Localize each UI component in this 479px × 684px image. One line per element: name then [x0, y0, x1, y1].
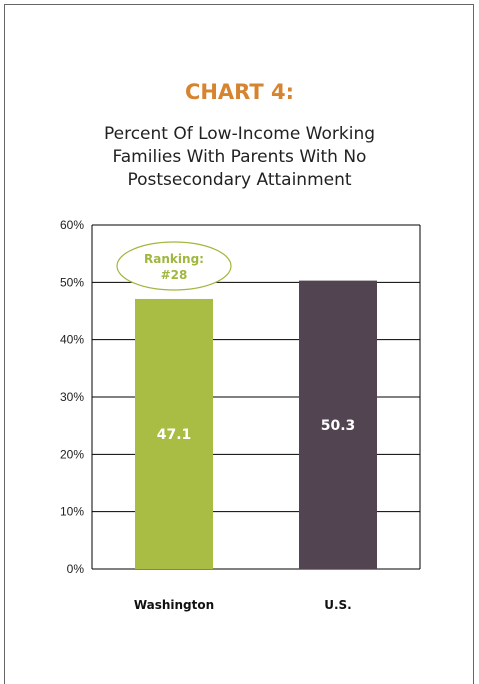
ranking-label: Ranking:	[144, 252, 204, 266]
y-tick-label: 40%	[60, 333, 84, 347]
y-tick-label: 50%	[60, 275, 84, 289]
y-tick-label: 60%	[60, 218, 84, 232]
page-frame	[4, 4, 474, 684]
bar	[299, 280, 377, 569]
y-tick-label: 0%	[67, 562, 85, 576]
y-tick-label: 30%	[60, 390, 84, 404]
category-label: U.S.	[324, 598, 352, 612]
category-label: Washington	[134, 598, 214, 612]
chart-title: CHART 4:	[184, 80, 295, 104]
data-label: 47.1	[157, 427, 192, 443]
y-tick-label: 10%	[60, 505, 84, 519]
ranking-ellipse	[116, 241, 232, 291]
chart-subtitle: Percent Of Low-Income Working Families W…	[103, 124, 376, 190]
data-label: 50.3	[321, 418, 356, 434]
y-tick-label: 20%	[60, 447, 84, 461]
ranking-value: #28	[161, 268, 188, 282]
bar	[135, 298, 213, 569]
